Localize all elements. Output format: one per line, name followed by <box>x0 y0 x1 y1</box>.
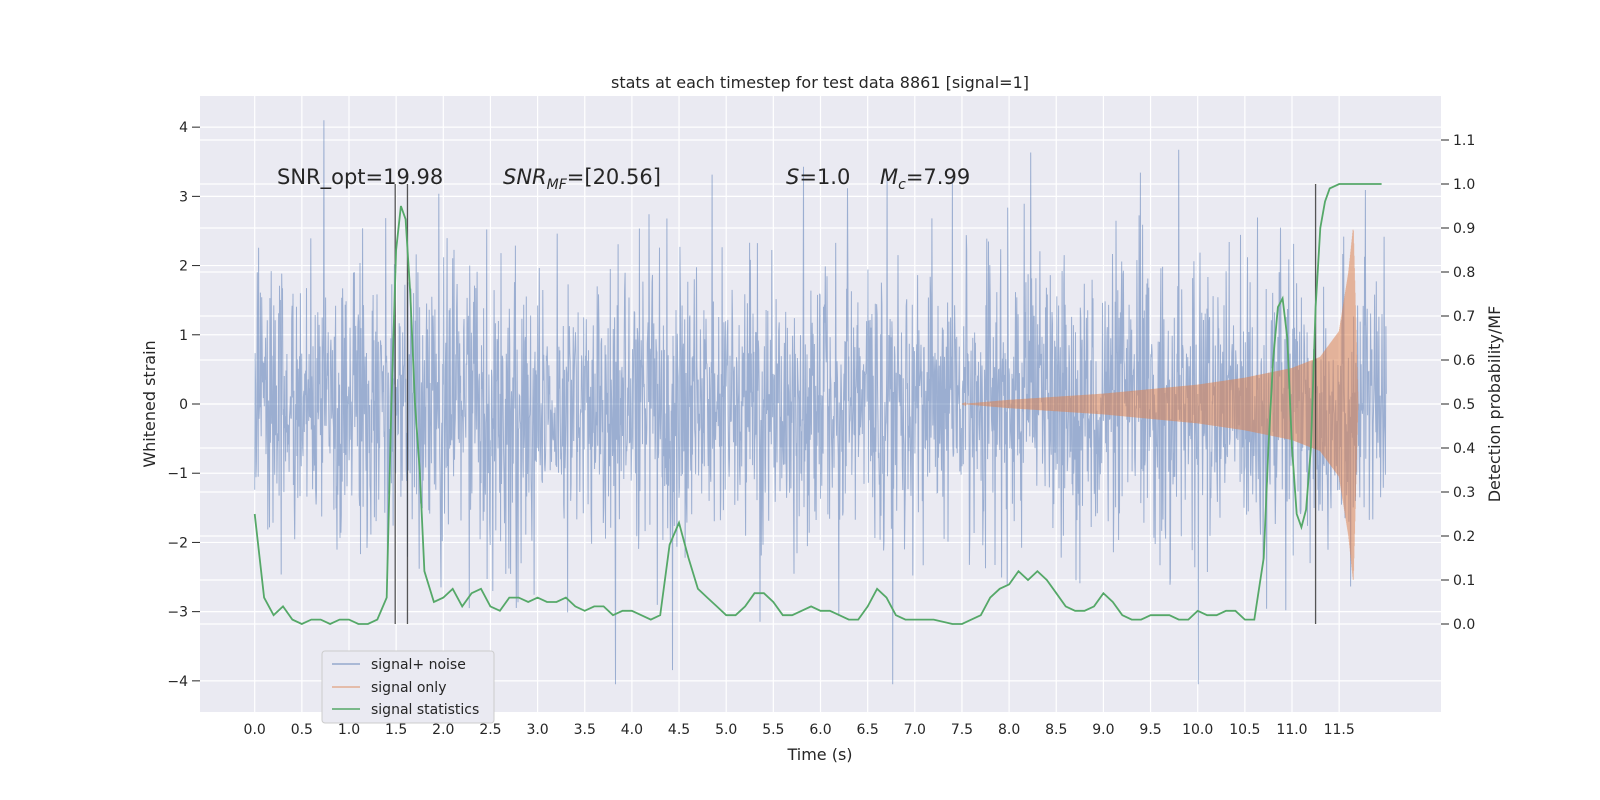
x-tick-label: 6.0 <box>809 722 831 738</box>
y-tick-label-left: −3 <box>167 605 188 621</box>
signal-traces <box>254 120 1387 685</box>
y-tick-label-right: 0.9 <box>1453 221 1475 237</box>
y-tick-label-left: −1 <box>167 466 188 482</box>
s-annotation: S=1.0 <box>786 165 850 189</box>
y-tick-label-right: 0.2 <box>1453 529 1475 545</box>
x-tick-label: 0.5 <box>291 722 313 738</box>
x-tick-label: 5.5 <box>762 722 784 738</box>
y-axis-label-left: Whitened strain <box>140 340 159 467</box>
x-axis-label: Time (s) <box>786 745 852 764</box>
x-tick-label: 5.0 <box>715 722 737 738</box>
y-tick-label-right: 0.5 <box>1453 397 1475 413</box>
y-axis-label-right: Detection probability/MF <box>1485 306 1504 503</box>
x-tick-label: 8.0 <box>998 722 1020 738</box>
x-tick-label: 6.5 <box>857 722 879 738</box>
y-tick-label-left: 1 <box>179 328 188 344</box>
y-tick-label-left: −2 <box>167 535 188 551</box>
legend: signal+ noise signal only signal statist… <box>321 650 495 724</box>
legend-box <box>321 650 495 724</box>
chart-title: stats at each timestep for test data 886… <box>611 73 1029 92</box>
x-tick-label: 10.5 <box>1229 722 1260 738</box>
axis-ticks: 0.0 0.5 1.0 1.5 2.0 2.5 3.0 3.5 4.0 4.5 5.0 5.5 6.0 6… <box>167 120 1475 738</box>
legend-label-signal-statistics: signal statistics <box>371 702 479 718</box>
signal-statistics-line <box>253 183 1382 625</box>
x-tick-label: 1.0 <box>338 722 360 738</box>
x-tick-label: 1.5 <box>385 722 407 738</box>
y-tick-label-right: 0.6 <box>1453 353 1475 369</box>
snr-mf-annotation: SNRMF=[20.56] <box>503 165 661 193</box>
x-tick-label: 3.0 <box>526 722 548 738</box>
statistics-trace <box>253 183 1382 625</box>
x-tick-label: 11.5 <box>1324 722 1355 738</box>
y-tick-label-right: 1.1 <box>1453 133 1475 149</box>
x-tick-label: 4.0 <box>621 722 643 738</box>
y-tick-label-left: −4 <box>167 674 188 690</box>
x-tick-label: 3.5 <box>574 722 596 738</box>
y-tick-label-left: 3 <box>179 189 188 205</box>
y-tick-label-right: 0.1 <box>1453 573 1475 589</box>
signal-only-trace <box>961 229 1359 580</box>
y-tick-label-right: 0.4 <box>1453 441 1475 457</box>
y-tick-label-left: 4 <box>179 120 188 136</box>
x-tick-label: 10.0 <box>1182 722 1213 738</box>
y-tick-label-right: 0.7 <box>1453 309 1475 325</box>
y-tick-label-left: 2 <box>179 259 188 275</box>
y-tick-label-left: 0 <box>179 397 188 413</box>
y-tick-label-right: 1.0 <box>1453 177 1475 193</box>
x-tick-label: 2.5 <box>479 722 501 738</box>
y-tick-label-right: 0.0 <box>1453 617 1475 633</box>
x-tick-label: 9.5 <box>1139 722 1161 738</box>
x-tick-label: 8.5 <box>1045 722 1067 738</box>
y-tick-label-right: 0.3 <box>1453 485 1475 501</box>
x-tick-label: 7.5 <box>951 722 973 738</box>
x-tick-label: 11.0 <box>1276 722 1307 738</box>
y-tick-label-right: 0.8 <box>1453 265 1475 281</box>
x-tick-label: 0.0 <box>244 722 266 738</box>
x-tick-label: 4.5 <box>668 722 690 738</box>
x-tick-label: 7.0 <box>904 722 926 738</box>
x-tick-label: 2.0 <box>432 722 454 738</box>
legend-label-signal-only: signal only <box>371 680 446 696</box>
legend-label-signal-noise: signal+ noise <box>371 657 466 673</box>
snr-opt-annotation: SNR_opt=19.98 <box>277 165 443 190</box>
mc-annotation: Mc=7.99 <box>880 165 970 193</box>
x-tick-label: 9.0 <box>1092 722 1114 738</box>
